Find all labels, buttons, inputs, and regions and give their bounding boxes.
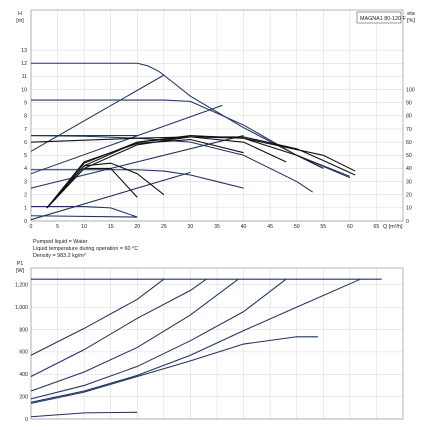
bottom-ylabel: P1 <box>17 261 24 267</box>
top-xtick-4: 20 <box>134 224 140 230</box>
model-label: MAGNA1 80-120 F <box>360 16 407 22</box>
top-xtick-7: 35 <box>214 224 220 230</box>
top-xtick-3: 15 <box>108 224 114 230</box>
top-y2tick-3: 30 <box>406 179 412 185</box>
top-ytick-10: 10 <box>21 87 27 93</box>
efficiency-curve-6 <box>30 136 356 172</box>
top-ytick-5: 5 <box>24 153 27 159</box>
top-ytick-13: 13 <box>21 48 27 54</box>
top-xtick-0: 0 <box>30 224 33 230</box>
top-ytick-3: 3 <box>24 179 27 185</box>
top-xtick-12: 60 <box>347 224 353 230</box>
power-curve-3 <box>30 278 287 400</box>
top-ylabel: H <box>18 11 22 17</box>
note-liquid-temperature: Liquid temperature during operation = 60… <box>33 246 138 252</box>
top-ytick-2: 2 <box>24 193 27 199</box>
top-ytick-7: 7 <box>24 127 27 133</box>
power-curve-5 <box>30 336 318 404</box>
bottom-ylabel-unit: [W] <box>16 268 25 274</box>
top-y2tick-1: 10 <box>406 206 412 212</box>
top-ylabel-unit: [m] <box>16 18 24 24</box>
bottom-plot-frame <box>30 267 404 420</box>
top-xtick-1: 5 <box>56 224 59 230</box>
bottom-ytick-0: 0 <box>25 417 28 423</box>
bottom-ytick-6: 1,200 <box>15 283 28 289</box>
top-ytick-0: 0 <box>24 219 27 225</box>
control-curve-0 <box>30 74 165 152</box>
top-xtick-8: 40 <box>241 224 247 230</box>
note-pumped-liquid: Pumped liquid = Water <box>33 239 88 245</box>
power-curve-4 <box>30 278 361 403</box>
top-xtick-10: 50 <box>294 224 300 230</box>
bottom-ytick-5: 1,000 <box>15 305 28 311</box>
head-curve-3 <box>31 169 244 189</box>
power-curve-0 <box>30 278 165 356</box>
top-y2tick-9: 90 <box>406 101 412 107</box>
head-curve-2 <box>30 135 313 193</box>
top-y2tick-2: 20 <box>406 193 412 199</box>
model-label-box <box>356 11 402 24</box>
efficiency-curve-3 <box>46 138 244 209</box>
top-y2tick-0: 0 <box>406 219 409 225</box>
top-y2tick-8: 80 <box>406 114 412 120</box>
top-xtick-6: 30 <box>188 224 194 230</box>
control-curve-1 <box>30 104 223 175</box>
power-chart: 0 200 400 600 800 1,000 1,200 P1[W] <box>15 261 404 423</box>
top-ytick-6: 6 <box>24 140 27 146</box>
top-y2tick-10: 100 <box>406 87 415 93</box>
top-xtick-5: 25 <box>161 224 167 230</box>
top-xtick-13: 65 <box>374 224 380 230</box>
efficiency-curve-2 <box>46 136 287 209</box>
control-curve-3 <box>30 171 191 221</box>
top-plot-frame <box>30 9 404 222</box>
head-curve-0 <box>31 62 351 177</box>
power-curve-2 <box>30 278 239 392</box>
top-ytick-9: 9 <box>24 101 27 107</box>
top-y2tick-5: 50 <box>406 153 412 159</box>
top-ytick-11: 11 <box>22 74 27 80</box>
top-y2label-unit: [%] <box>407 18 415 24</box>
top-xtick-9: 45 <box>267 224 273 230</box>
efficiency-curve-4 <box>46 162 165 209</box>
bottom-ytick-3: 600 <box>19 350 28 356</box>
bottom-ytick-2: 400 <box>19 372 28 378</box>
power-curve-1 <box>30 278 207 377</box>
control-curve-5 <box>30 215 138 218</box>
top-y2tick-4: 40 <box>406 166 412 172</box>
top-ytick-8: 8 <box>24 114 27 120</box>
head-curve-4 <box>31 206 138 218</box>
top-ytick-12: 12 <box>21 61 27 67</box>
top-xlabel: Q [m³/h] <box>383 224 403 230</box>
power-curve-6 <box>30 411 138 418</box>
top-y2tick-6: 60 <box>406 140 412 146</box>
top-xtick-2: 10 <box>81 224 87 230</box>
bottom-ytick-1: 200 <box>19 394 28 400</box>
top-y2label: eta <box>407 11 415 17</box>
top-xtick-11: 55 <box>320 224 326 230</box>
bottom-ytick-4: 800 <box>19 327 28 333</box>
top-ytick-1: 1 <box>24 206 27 212</box>
efficiency-curve-5 <box>46 167 138 209</box>
top-y2tick-7: 70 <box>406 127 412 133</box>
top-ytick-4: 4 <box>24 166 27 172</box>
note-density: Density = 983.2 kg/m³ <box>33 253 86 259</box>
